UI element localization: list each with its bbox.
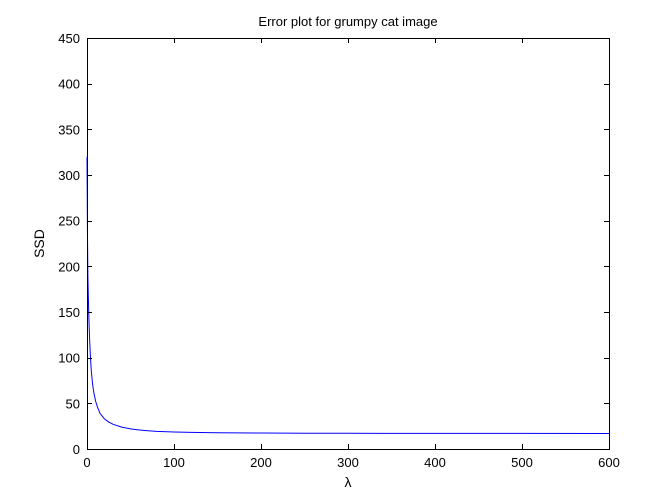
y-tick-label: 250 (58, 214, 80, 229)
x-tick-label: 100 (163, 455, 185, 470)
y-tick-label: 200 (58, 259, 80, 274)
series-line (86, 156, 610, 434)
y-tick-label: 0 (73, 442, 80, 457)
y-tick-label: 300 (58, 168, 80, 183)
y-tick-label: 350 (58, 122, 80, 137)
ticks-layer: 0 100 200 300 400 500 600 0 50 100 150 200 250 300 350… (58, 31, 620, 470)
y-tick-label: 50 (66, 396, 80, 411)
y-tick-label: 400 (58, 77, 80, 92)
x-tick-label: 300 (337, 455, 359, 470)
plot-area (87, 38, 609, 449)
x-tick-label: 400 (424, 455, 446, 470)
series-layer (86, 156, 610, 434)
y-tick-label: 450 (58, 31, 80, 46)
y-tick-label: 100 (58, 351, 80, 366)
x-tick-label: 0 (83, 455, 90, 470)
x-tick-label: 200 (250, 455, 272, 470)
y-tick-label: 150 (58, 305, 80, 320)
x-tick-label: 500 (511, 455, 533, 470)
x-tick-label: 600 (598, 455, 620, 470)
x-axis-label: λ (345, 474, 352, 490)
y-axis-label: SSD (31, 229, 47, 258)
chart-title: Error plot for grumpy cat image (258, 14, 437, 29)
